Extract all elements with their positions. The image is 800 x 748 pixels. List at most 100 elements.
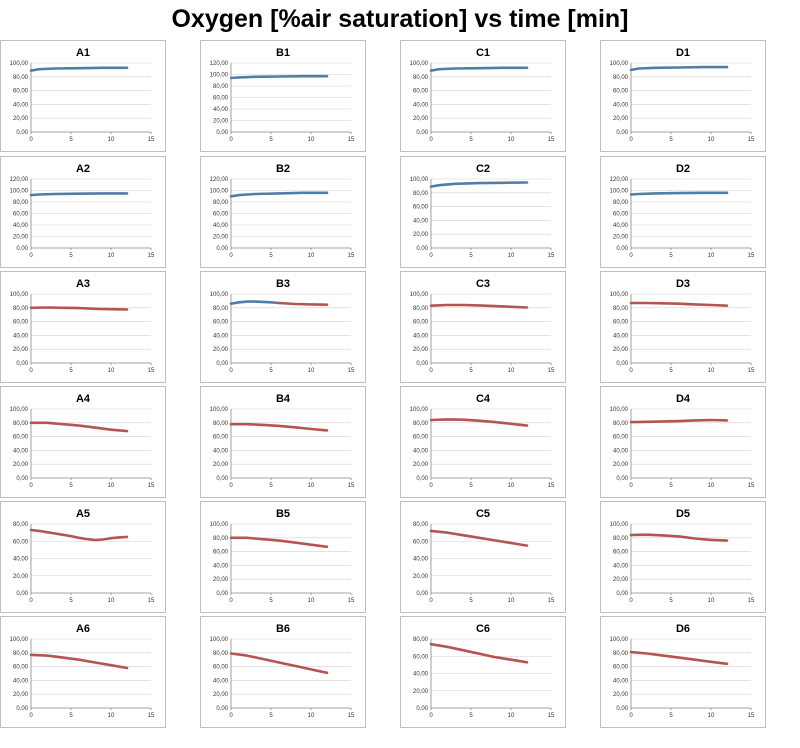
x-tick-label: 15 <box>748 253 755 259</box>
chart-title: A5 <box>76 508 90 520</box>
x-tick-label: 15 <box>348 483 355 489</box>
y-tick-label: 80,00 <box>13 200 29 206</box>
y-tick-label: 20,00 <box>613 116 629 122</box>
y-tick-label: 40,00 <box>613 678 629 684</box>
y-tick-label: 40,00 <box>213 107 229 113</box>
y-tick-label: 80,00 <box>13 522 29 528</box>
y-tick-label: 60,00 <box>213 665 229 671</box>
y-tick-label: 60,00 <box>13 212 29 218</box>
x-tick-label: 5 <box>269 483 273 489</box>
y-tick-label: 100,00 <box>10 189 29 195</box>
series-line <box>29 66 129 72</box>
y-tick-label: 80,00 <box>613 200 629 206</box>
x-tick-label: 10 <box>708 253 715 259</box>
y-tick-label: 0,00 <box>216 591 228 597</box>
y-tick-label: 40,00 <box>13 557 29 563</box>
x-tick-label: 15 <box>548 713 555 719</box>
chart-title: C1 <box>476 47 490 59</box>
x-tick-label: 10 <box>708 598 715 604</box>
x-tick-label: 5 <box>69 253 73 259</box>
y-tick-label: 60,00 <box>413 539 429 545</box>
x-tick-label: 10 <box>508 137 515 143</box>
y-tick-label: 60,00 <box>413 320 429 326</box>
chart-panel-c6: C6 0,00 20,00 40,00 60,00 80,00 0 5 10 15 <box>400 616 566 728</box>
series-line <box>229 536 329 549</box>
y-tick-label: 60,00 <box>413 89 429 95</box>
y-tick-label: 0,00 <box>616 130 628 136</box>
chart-svg: C4 0,00 20,00 40,00 60,00 80,00 100,00 0 5 10 15 <box>410 393 555 489</box>
series-line <box>29 653 129 670</box>
series-line <box>229 191 329 198</box>
y-tick-label: 60,00 <box>13 539 29 545</box>
x-tick-label: 0 <box>629 137 633 143</box>
x-tick-label: 0 <box>29 253 33 259</box>
x-tick-label: 10 <box>708 137 715 143</box>
chart-title: D2 <box>676 163 690 175</box>
y-tick-label: 0,00 <box>16 361 28 367</box>
x-tick-label: 5 <box>469 253 473 259</box>
chart-panel-d5: D5 0,00 20,00 40,00 60,00 80,00 100,00 0 5 10 15 <box>600 501 766 613</box>
chart-title: C3 <box>476 278 490 290</box>
x-tick-label: 5 <box>69 368 73 374</box>
x-tick-label: 5 <box>69 598 73 604</box>
y-tick-label: 80,00 <box>413 421 429 427</box>
chart-panel-d1: D1 0,00 20,00 40,00 60,00 80,00 100,00 0 5 10 15 <box>600 40 766 152</box>
y-tick-label: 80,00 <box>13 651 29 657</box>
x-tick-label: 0 <box>229 253 233 259</box>
y-tick-label: 0,00 <box>416 591 428 597</box>
y-tick-label: 40,00 <box>213 333 229 339</box>
y-tick-label: 60,00 <box>13 665 29 671</box>
x-tick-label: 15 <box>748 137 755 143</box>
x-tick-label: 10 <box>508 598 515 604</box>
x-tick-label: 0 <box>629 483 633 489</box>
chart-panel-c5: C5 0,00 20,00 40,00 60,00 80,00 0 5 10 15 <box>400 501 566 613</box>
y-tick-label: 0,00 <box>216 130 228 136</box>
x-tick-label: 0 <box>29 598 33 604</box>
y-tick-label: 120,00 <box>210 177 229 183</box>
y-tick-label: 0,00 <box>416 246 428 252</box>
y-tick-label: 80,00 <box>413 637 429 643</box>
y-tick-label: 100,00 <box>610 61 629 67</box>
y-tick-label: 0,00 <box>616 361 628 367</box>
chart-svg: D3 0,00 20,00 40,00 60,00 80,00 100,00 0 5 10 15 <box>610 278 755 374</box>
y-tick-label: 20,00 <box>413 116 429 122</box>
x-tick-label: 5 <box>269 713 273 719</box>
x-tick-label: 5 <box>669 598 673 604</box>
series-line <box>29 421 129 433</box>
y-tick-label: 40,00 <box>13 448 29 454</box>
y-tick-label: 80,00 <box>213 536 229 542</box>
y-tick-label: 20,00 <box>213 692 229 698</box>
y-tick-label: 0,00 <box>616 706 628 712</box>
y-tick-label: 80,00 <box>213 200 229 206</box>
series-line <box>629 301 729 308</box>
series-line <box>29 192 129 197</box>
x-tick-label: 15 <box>348 368 355 374</box>
y-tick-label: 40,00 <box>13 333 29 339</box>
y-tick-label: 100,00 <box>210 522 229 528</box>
series-line <box>429 642 529 664</box>
x-tick-label: 15 <box>148 253 155 259</box>
chart-panel-c3: C3 0,00 20,00 40,00 60,00 80,00 100,00 0 5 10 15 <box>400 271 566 383</box>
y-tick-label: 100,00 <box>410 407 429 413</box>
x-tick-label: 5 <box>69 713 73 719</box>
y-tick-label: 100,00 <box>210 189 229 195</box>
y-tick-label: 100,00 <box>10 292 29 298</box>
x-tick-label: 10 <box>308 137 315 143</box>
y-tick-label: 0,00 <box>216 246 228 252</box>
y-tick-label: 80,00 <box>413 306 429 312</box>
x-tick-label: 15 <box>148 483 155 489</box>
y-tick-label: 80,00 <box>613 306 629 312</box>
y-tick-label: 80,00 <box>613 75 629 81</box>
y-tick-label: 0,00 <box>16 706 28 712</box>
x-tick-label: 5 <box>69 137 73 143</box>
x-tick-label: 0 <box>229 713 233 719</box>
chart-panel-d3: D3 0,00 20,00 40,00 60,00 80,00 100,00 0 5 10 15 <box>600 271 766 383</box>
chart-title: B1 <box>276 47 290 59</box>
x-tick-label: 5 <box>269 137 273 143</box>
chart-panel-b6: B6 0,00 20,00 40,00 60,00 80,00 100,00 0 5 10 15 <box>200 616 366 728</box>
chart-svg: D2 0,00 20,00 40,00 60,00 80,00 100,00 120,00 0 5… <box>610 163 755 259</box>
y-tick-label: 60,00 <box>13 89 29 95</box>
y-tick-label: 100,00 <box>210 292 229 298</box>
y-tick-label: 0,00 <box>16 591 28 597</box>
series-line <box>429 529 529 547</box>
